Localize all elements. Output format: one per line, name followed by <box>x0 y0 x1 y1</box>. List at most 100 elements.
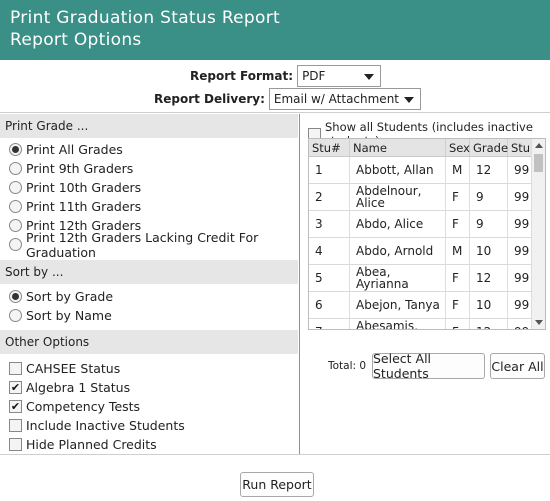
column-header[interactable]: Stu# <box>309 139 350 156</box>
option-label: CAHSEE Status <box>26 361 121 376</box>
radio-icon[interactable] <box>9 162 22 175</box>
report-settings: Report Format: PDF Report Delivery: Emai… <box>0 61 550 113</box>
radio-sort-by-grade[interactable]: Sort by Grade <box>0 287 298 306</box>
radio-selected-dot <box>12 146 19 153</box>
checkbox-icon[interactable] <box>9 362 22 375</box>
cell-stu-num: 5 <box>309 265 350 291</box>
table-row[interactable]: 2 Abdelnour, Alice F 9 99 <box>309 184 545 211</box>
radio-print-10th-graders[interactable]: Print 10th Graders <box>0 178 298 197</box>
radio-icon[interactable] <box>9 181 22 194</box>
run-report-button[interactable]: Run Report <box>240 472 314 497</box>
column-header[interactable]: Stu <box>508 139 533 156</box>
cell-sex: F <box>446 265 470 291</box>
option-label: Competency Tests <box>26 399 141 414</box>
cell-name: Abdo, Alice <box>350 211 446 237</box>
cell-sex: F <box>446 319 470 329</box>
page-title: Print Graduation Status Report <box>10 8 280 28</box>
radio-print-12th-graders[interactable]: Print 12th Graders <box>0 216 298 235</box>
radio-icon[interactable] <box>9 200 22 213</box>
sort-by-group: Sort by Grade Sort by Name <box>0 284 298 330</box>
cell-stu: 99 <box>508 238 533 264</box>
report-format-row: Report Format: PDF <box>190 65 382 87</box>
cell-stu-num: 6 <box>309 292 350 318</box>
footer-actions: Run Report <box>0 454 550 501</box>
option-label: Print 10th Graders <box>26 180 142 195</box>
show-all-students-toggle[interactable]: Show all Students (includes inactive stu… <box>308 120 550 148</box>
radio-print-11th-graders[interactable]: Print 11th Graders <box>0 197 298 216</box>
table-scrollbar[interactable] <box>531 139 545 329</box>
checkbox-icon[interactable] <box>9 419 22 432</box>
option-label: Print 12th Graders Lacking Credit For Gr… <box>26 229 259 260</box>
radio-icon[interactable] <box>9 309 22 322</box>
cell-grade: 10 <box>470 292 508 318</box>
print-grade-title: Print Grade ... <box>0 114 298 138</box>
table-row[interactable]: 4 Abdo, Arnold M 10 99 <box>309 238 545 265</box>
option-label: Print 11th Graders <box>26 199 142 214</box>
cell-stu: 99 <box>508 265 533 291</box>
report-delivery-select[interactable]: Email w/ Attachment <box>268 88 421 110</box>
print-grade-group: Print All Grades Print 9th Graders Print… <box>0 138 298 260</box>
table-row[interactable]: 7 Abesamis, Siobhan F 12 99 <box>309 319 545 329</box>
cell-sex: F <box>446 184 470 210</box>
cell-name: Abdo, Arnold <box>350 238 446 264</box>
radio-print-9th-graders[interactable]: Print 9th Graders <box>0 159 298 178</box>
cell-stu-num: 1 <box>309 157 350 183</box>
cell-stu-num: 4 <box>309 238 350 264</box>
page-subtitle: Report Options <box>10 30 142 50</box>
table-row[interactable]: 6 Abejon, Tanya F 10 99 <box>309 292 545 319</box>
checkbox-cahsee-status[interactable]: CAHSEE Status <box>0 359 298 378</box>
option-label: Sort by Grade <box>26 289 114 304</box>
options-panel: Print Grade ... Print All Grades Print 9… <box>0 114 298 454</box>
radio-icon[interactable] <box>9 290 22 303</box>
cell-stu: 99 <box>508 319 533 329</box>
scroll-up-icon[interactable] <box>535 143 543 148</box>
cell-sex: M <box>446 238 470 264</box>
select-all-students-button[interactable]: Select All Students <box>372 351 485 381</box>
chevron-down-icon <box>364 74 375 80</box>
table-row[interactable]: 5 Abea, Ayrianna F 12 99 <box>309 265 545 292</box>
option-label: Print 9th Graders <box>26 161 134 176</box>
column-header[interactable]: Grade <box>470 139 508 156</box>
radio-icon[interactable] <box>9 219 22 232</box>
option-label: Hide Planned Credits <box>26 437 157 452</box>
cell-name: Abejon, Tanya <box>350 292 446 318</box>
report-format-value: PDF <box>302 69 326 83</box>
checkbox-icon[interactable] <box>9 438 22 451</box>
check-icon[interactable]: ✔ <box>9 400 22 413</box>
radio-sort-by-name[interactable]: Sort by Name <box>0 306 298 325</box>
checkbox-hide-planned-credits[interactable]: Hide Planned Credits <box>0 435 298 454</box>
table-row[interactable]: 3 Abdo, Alice F 9 99 <box>309 211 545 238</box>
checkbox-include-inactive[interactable]: Include Inactive Students <box>0 416 298 435</box>
clear-all-button[interactable]: Clear All <box>490 353 545 379</box>
cell-sex: M <box>446 157 470 183</box>
cell-grade: 9 <box>470 211 508 237</box>
radio-icon[interactable] <box>9 143 22 156</box>
cell-stu-num: 2 <box>309 184 350 210</box>
other-options-title: Other Options <box>0 330 298 354</box>
radio-print-all-grades[interactable]: Print All Grades <box>0 140 298 159</box>
cell-name: Abdelnour, Alice <box>350 184 446 210</box>
column-header[interactable]: Sex <box>446 139 470 156</box>
report-format-select[interactable]: PDF <box>297 65 382 87</box>
check-icon[interactable]: ✔ <box>9 381 22 394</box>
chevron-down-icon <box>403 97 414 103</box>
checkbox-competency-tests[interactable]: ✔ Competency Tests <box>0 397 298 416</box>
page-header: Print Graduation Status Report Report Op… <box>0 0 550 60</box>
cell-sex: F <box>446 211 470 237</box>
sort-by-title: Sort by ... <box>0 260 298 284</box>
option-label: Sort by Name <box>26 308 112 323</box>
scroll-thumb[interactable] <box>534 154 543 172</box>
radio-print-12th-lacking-credit[interactable]: Print 12th Graders Lacking Credit For Gr… <box>0 230 298 260</box>
table-row[interactable]: 1 Abbott, Allan M 12 99 <box>309 157 545 184</box>
report-delivery-label: Report Delivery: <box>154 92 265 106</box>
cell-stu: 99 <box>508 157 533 183</box>
cell-grade: 12 <box>470 157 508 183</box>
checkbox-algebra-1-status[interactable]: ✔ Algebra 1 Status <box>0 378 298 397</box>
cell-name: Abbott, Allan <box>350 157 446 183</box>
radio-icon[interactable] <box>9 238 22 251</box>
scroll-down-icon[interactable] <box>535 320 543 325</box>
cell-grade: 12 <box>470 319 508 329</box>
column-header[interactable]: Name <box>350 139 446 156</box>
table-header: Stu# Name Sex Grade Stu <box>309 139 545 157</box>
option-label: Print 12th Graders <box>26 218 142 233</box>
